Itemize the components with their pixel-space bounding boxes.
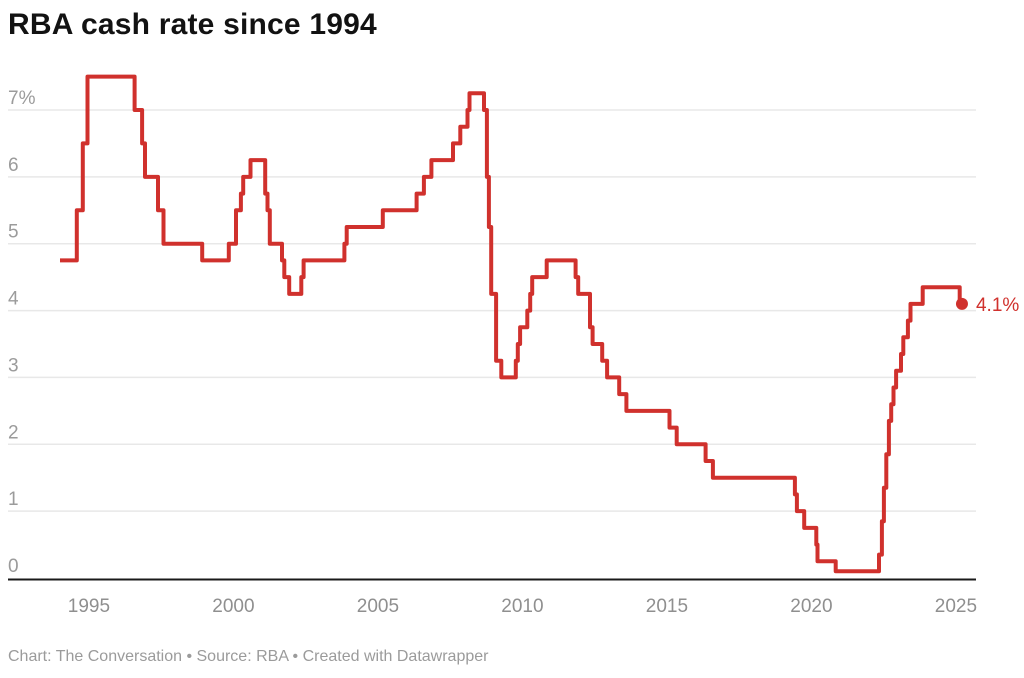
x-tick-label: 2025 bbox=[935, 596, 977, 617]
y-tick-label: 7% bbox=[8, 88, 36, 109]
x-tick-label: 2020 bbox=[790, 596, 832, 617]
x-tick-label: 2000 bbox=[212, 596, 254, 617]
x-tick-label: 1995 bbox=[68, 596, 110, 617]
x-tick-label: 2005 bbox=[357, 596, 399, 617]
cash-rate-chart-svg: 7% 6 5 4 3 2 1 0 1995 2000 2005 2010 2015 2020 2025 4.1… bbox=[8, 74, 1019, 617]
x-tick-label: 2010 bbox=[501, 596, 543, 617]
y-tick-label: 4 bbox=[8, 289, 19, 310]
x-tick-label: 2015 bbox=[646, 596, 688, 617]
page-title: RBA cash rate since 1994 bbox=[8, 8, 377, 41]
rate-step-line bbox=[60, 74, 962, 574]
y-tick-label: 0 bbox=[8, 556, 19, 577]
y-tick-label: 1 bbox=[8, 489, 19, 510]
attribution: Chart: The Conversation • Source: RBA • … bbox=[8, 648, 489, 665]
cash-rate-chart: 7% 6 5 4 3 2 1 0 1995 2000 2005 2010 2015 2020 2025 4.1… bbox=[0, 60, 1024, 625]
y-tick-label: 3 bbox=[8, 355, 19, 376]
y-tick-label: 2 bbox=[8, 422, 19, 443]
end-value-label: 4.1% bbox=[976, 295, 1019, 316]
y-tick-label: 6 bbox=[8, 155, 19, 176]
end-dot bbox=[955, 297, 968, 310]
y-tick-label: 5 bbox=[8, 222, 19, 243]
